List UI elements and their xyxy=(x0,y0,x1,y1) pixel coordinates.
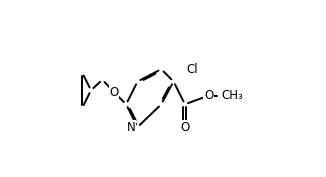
Text: CH₃: CH₃ xyxy=(221,89,243,102)
Text: O: O xyxy=(109,85,118,99)
Text: O: O xyxy=(180,121,190,134)
Text: O: O xyxy=(204,89,213,102)
Text: Cl: Cl xyxy=(187,63,198,76)
Text: N: N xyxy=(127,121,136,134)
